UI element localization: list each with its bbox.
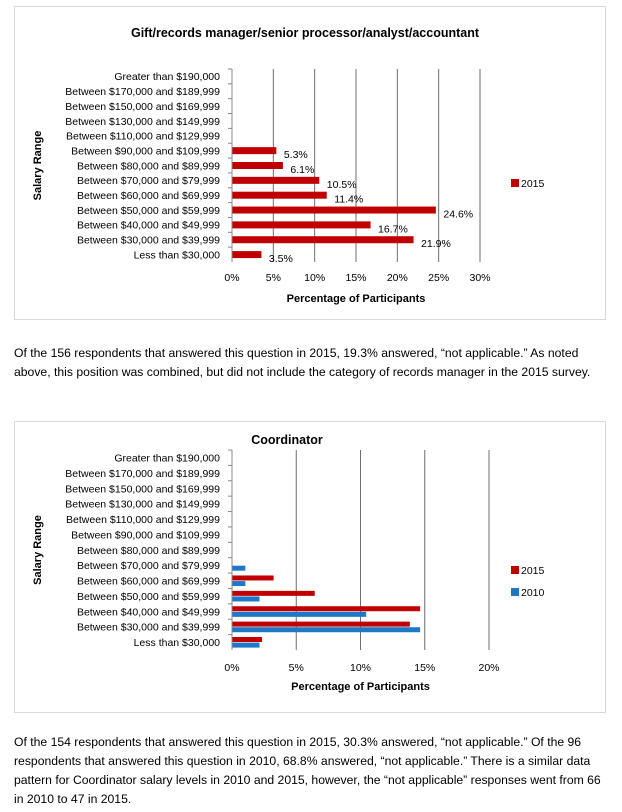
y-axis-title: Salary Range [32, 515, 44, 585]
chart-coordinator: Coordinator 0% 5% 10% 15% 20% Greater than $19… [14, 421, 606, 713]
bar-2015 [232, 236, 414, 244]
y-category-label: Between $60,000 and $69,999 [77, 190, 220, 202]
bar-2015 [232, 206, 436, 214]
y-category-label: Between $110,000 and $129,999 [66, 514, 220, 526]
y-category-label: Greater than $190,000 [114, 71, 220, 83]
x-tick-label: 10% [350, 662, 371, 674]
x-tick-label: 0% [224, 272, 239, 284]
bar-2010 [232, 596, 260, 602]
y-category-label: Between $80,000 and $89,999 [77, 160, 220, 172]
x-tick-label: 15% [345, 272, 366, 284]
y-category-label: Between $30,000 and $39,999 [77, 622, 220, 634]
y-category-label: Between $90,000 and $109,999 [71, 529, 220, 541]
bar-2015 [232, 176, 320, 184]
data-label: 24.6% [443, 209, 473, 221]
x-tick-label: 25% [428, 272, 449, 284]
x-tick-label: 15% [414, 662, 435, 674]
y-axis-title: Salary Range [32, 131, 44, 201]
y-category-label: Between $150,000 and $169,999 [65, 101, 220, 113]
bar-2010 [232, 627, 421, 633]
legend-label-2015: 2015 [521, 565, 545, 577]
data-label: 11.4% [334, 194, 363, 206]
data-label: 5.3% [284, 149, 308, 161]
chart-gift-records-manager-svg: Gift/records manager/senior processor/an… [32, 26, 545, 305]
x-axis-title: Percentage of Participants [287, 293, 426, 305]
legend-label-2010: 2010 [521, 587, 545, 599]
x-axis-title: Percentage of Participants [291, 681, 430, 693]
y-category-label: Between $40,000 and $49,999 [77, 606, 220, 618]
bar-2015 [232, 606, 421, 612]
chart-gift-records-manager: Gift/records manager/senior processor/an… [14, 6, 606, 320]
chart-coordinator-svg: Coordinator 0% 5% 10% 15% 20% Greater than $19… [32, 433, 545, 693]
bar-2010 [232, 565, 246, 571]
chart-title: Coordinator [251, 433, 323, 447]
y-category-label: Between $30,000 and $39,999 [77, 235, 220, 247]
y-category-label: Between $60,000 and $69,999 [77, 576, 220, 588]
y-category-label: Between $170,000 and $189,999 [65, 86, 220, 98]
y-category-label: Between $90,000 and $109,999 [71, 145, 220, 157]
chart-title: Gift/records manager/senior processor/an… [131, 26, 480, 40]
y-category-label: Less than $30,000 [134, 249, 221, 261]
y-category-label: Less than $30,000 [134, 637, 221, 649]
bar-2010 [232, 642, 260, 648]
y-category-label: Between $170,000 and $189,999 [65, 468, 220, 480]
paragraph-coordinator-note: Of the 154 respondents that answered thi… [14, 735, 601, 806]
legend-label-2015: 2015 [521, 178, 545, 190]
x-tick-label: 30% [469, 272, 490, 284]
x-tick-label: 10% [304, 272, 325, 284]
x-tick-label: 20% [387, 272, 408, 284]
y-category-label: Between $70,000 and $79,999 [77, 175, 220, 187]
bar-2010 [232, 581, 246, 587]
y-category-label: Between $70,000 and $79,999 [77, 560, 220, 572]
y-category-label: Greater than $190,000 [114, 452, 220, 464]
x-tick-label: 0% [224, 662, 239, 674]
bar-2015 [232, 147, 277, 155]
bar-2015 [232, 637, 263, 643]
y-category-label: Between $40,000 and $49,999 [77, 220, 220, 232]
y-category-label: Between $80,000 and $89,999 [77, 545, 220, 557]
y-category-label: Between $150,000 and $169,999 [65, 483, 220, 495]
y-category-label: Between $50,000 and $59,999 [77, 591, 220, 603]
bar-2015 [232, 191, 327, 199]
x-tick-label: 20% [478, 662, 499, 674]
data-label: 3.5% [269, 253, 293, 265]
x-tick-label: 5% [266, 272, 281, 284]
bar-2015 [232, 251, 262, 259]
x-tick-label: 5% [289, 662, 304, 674]
data-label: 16.7% [378, 223, 408, 235]
bar-2015 [232, 590, 315, 596]
data-label: 10.5% [327, 179, 357, 191]
legend-swatch-2010 [511, 588, 519, 596]
legend-swatch-2015 [511, 566, 519, 574]
y-category-label: Between $130,000 and $149,999 [65, 499, 220, 511]
legend-swatch-2015 [511, 179, 519, 187]
bar-2015 [232, 221, 371, 229]
data-label: 6.1% [290, 164, 314, 176]
bar-2010 [232, 611, 367, 617]
data-label: 21.9% [421, 238, 451, 250]
bar-2015 [232, 162, 283, 169]
bar-2015 [232, 621, 410, 627]
bar-2015 [232, 575, 274, 581]
paragraph-gift-records-note: Of the 156 respondents that answered thi… [14, 346, 591, 379]
y-category-label: Between $110,000 and $129,999 [66, 131, 220, 143]
y-category-label: Between $50,000 and $59,999 [77, 205, 220, 217]
y-category-label: Between $130,000 and $149,999 [65, 116, 220, 128]
